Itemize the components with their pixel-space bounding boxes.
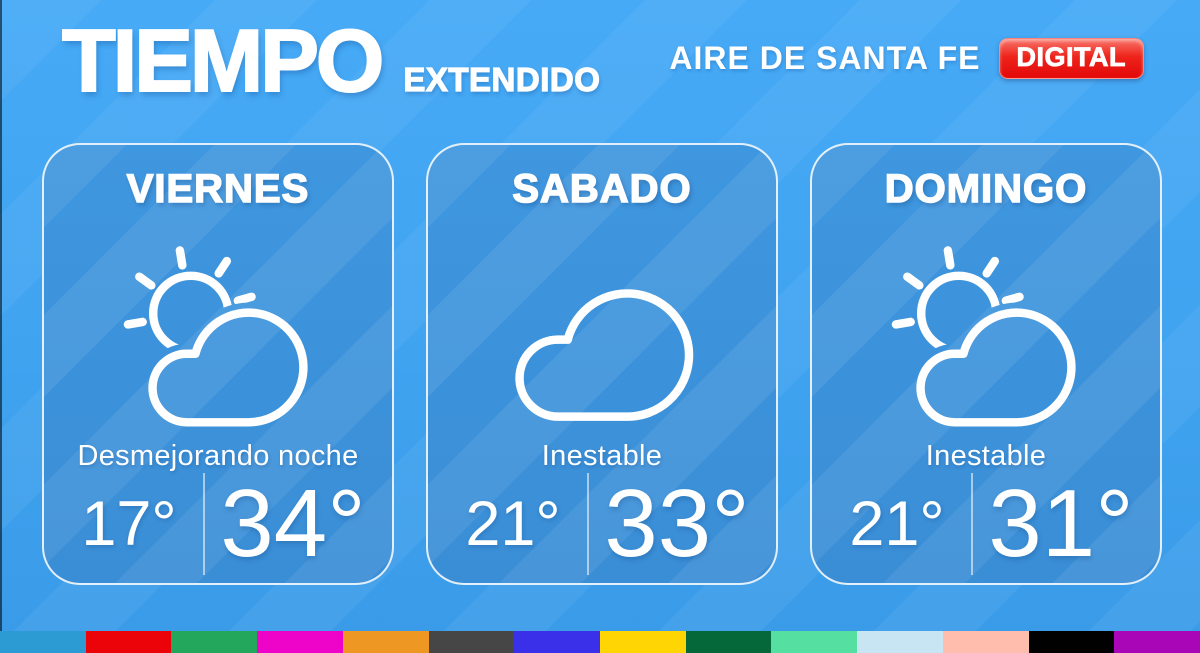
day-card-domingo: DOMINGO (810, 143, 1162, 585)
temp-min: 21° (465, 488, 561, 559)
sun-behind-cloud-icon (822, 244, 1150, 440)
palette-swatch (0, 631, 86, 653)
brand-badge-digital: DIGITAL (998, 38, 1144, 79)
palette-swatch (771, 631, 858, 653)
palette-swatch (1114, 631, 1200, 653)
temperatures: 17° 34° (54, 473, 382, 583)
palette-swatch (428, 631, 515, 653)
palette-swatch (342, 631, 429, 653)
brand: AIRE DE SANTA FE DIGITAL (669, 38, 1144, 79)
palette-swatch (600, 631, 686, 653)
day-card-sabado: SABADO Inestable 21° 33° (426, 143, 778, 585)
temp-divider (587, 473, 589, 575)
title-tiempo: TIEMPO (61, 11, 385, 110)
palette-swatch (942, 631, 1029, 653)
day-name: VIERNES (126, 166, 310, 212)
temp-min: 17° (81, 488, 177, 559)
day-name: DOMINGO (884, 166, 1088, 212)
temp-divider (971, 473, 973, 575)
cloud-icon (438, 244, 766, 440)
temperatures: 21° 33° (438, 473, 766, 583)
sun-behind-cloud-icon (54, 244, 382, 440)
palette-swatch (171, 631, 258, 653)
palette-swatch (857, 631, 943, 653)
forecast-cards: VIERNES (42, 143, 1162, 585)
temp-min: 21° (849, 488, 945, 559)
day-description: Inestable (925, 440, 1047, 472)
palette-swatch (514, 631, 601, 653)
temp-max: 31° (988, 470, 1134, 577)
day-card-viernes: VIERNES (42, 143, 394, 585)
day-description: Inestable (541, 440, 663, 472)
title-extendido: EXTENDIDO (403, 60, 601, 98)
day-description: Desmejorando noche (77, 440, 359, 472)
palette-swatch (85, 631, 172, 653)
screen-edge-artifact (0, 0, 2, 653)
temp-max: 33° (604, 470, 750, 577)
day-name: SABADO (512, 166, 692, 212)
brand-name: AIRE DE SANTA FE (669, 40, 981, 76)
temp-max: 34° (220, 470, 366, 577)
palette-swatch (257, 631, 343, 653)
palette-swatch (1028, 631, 1115, 653)
temperatures: 21° 31° (822, 473, 1150, 583)
temp-divider (203, 473, 205, 575)
page-title: TIEMPO EXTENDIDO (61, 11, 601, 110)
footer-color-bar (0, 631, 1200, 653)
palette-swatch (685, 631, 772, 653)
